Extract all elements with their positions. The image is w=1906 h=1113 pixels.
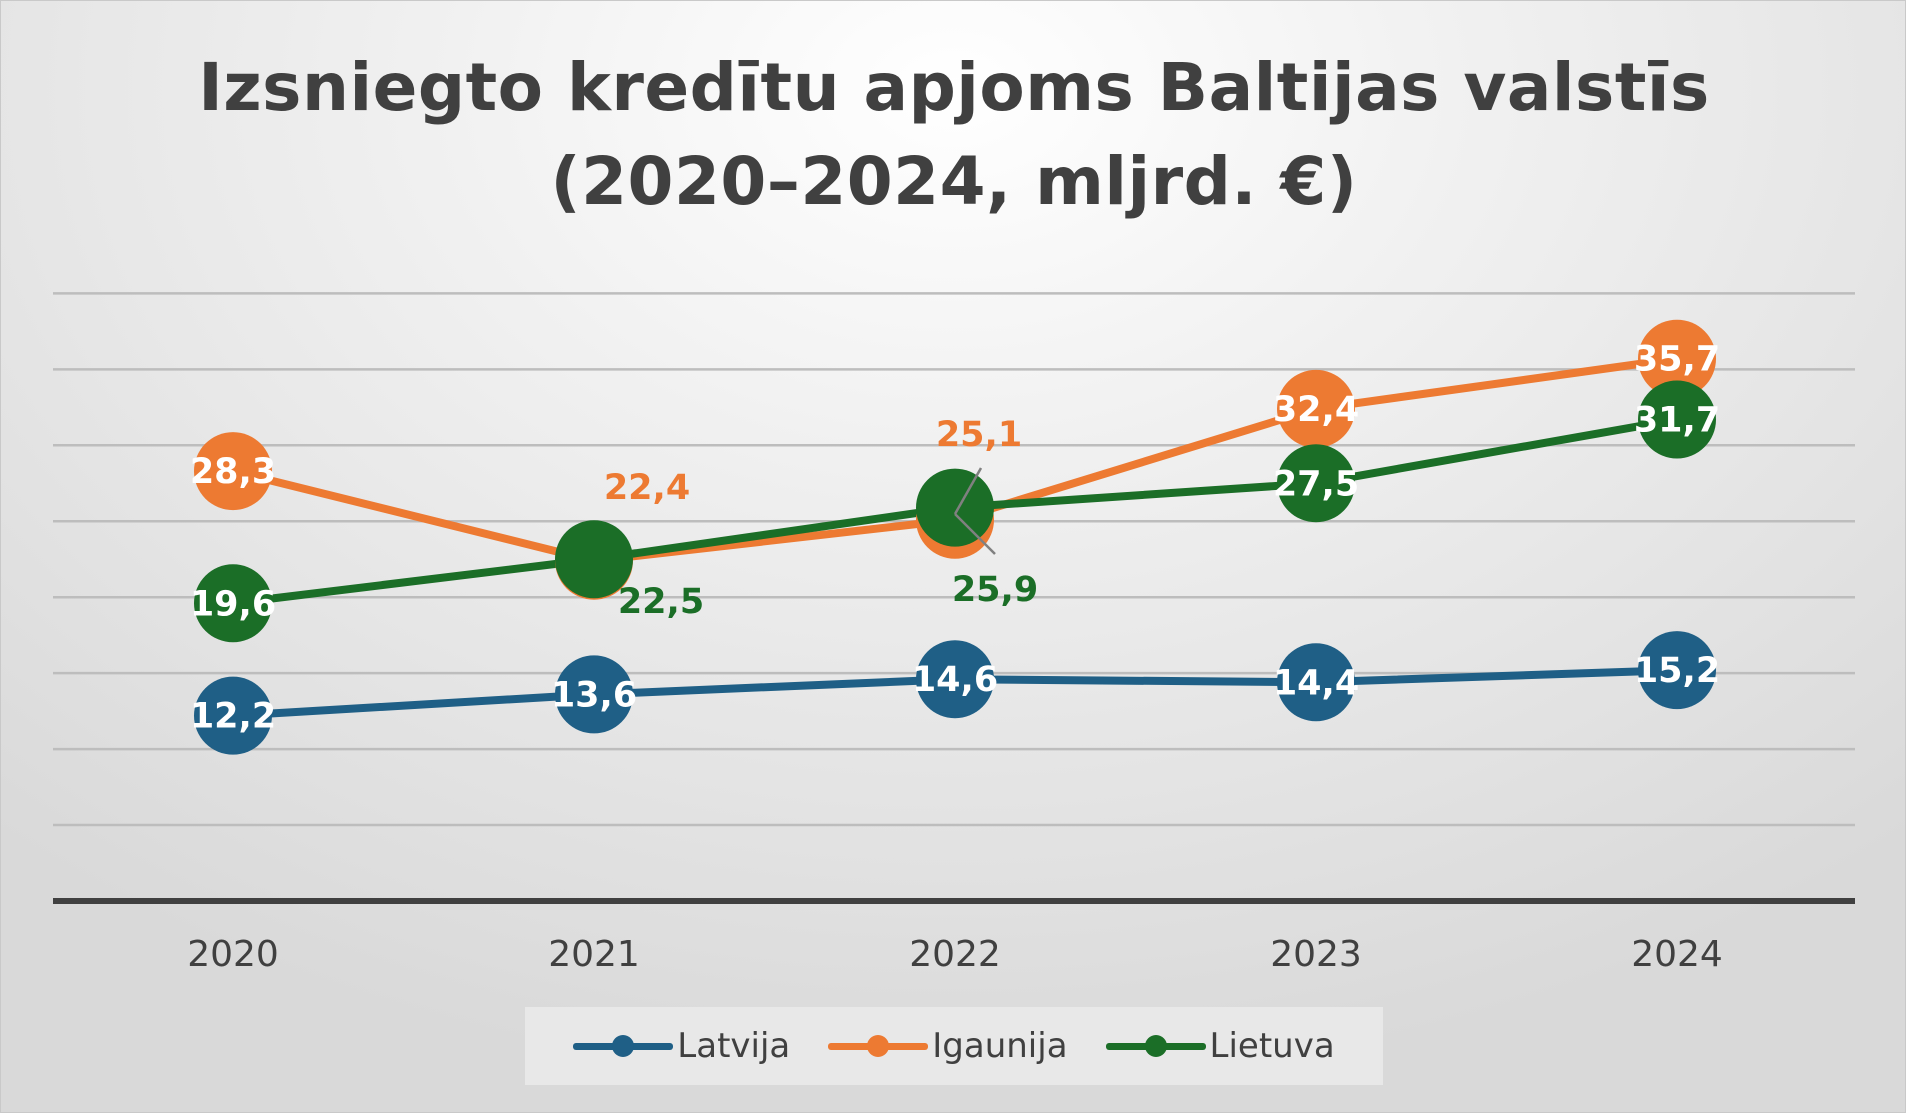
data-label-latvija: 14,6: [912, 660, 998, 700]
legend-item-igaunija: Igaunija: [828, 1026, 1068, 1066]
data-label-lietuva: 27,5: [1273, 464, 1359, 504]
data-marker-latvija: [1277, 643, 1355, 722]
legend-label-latvija: Latvija: [677, 1026, 791, 1066]
data-label-igaunija: 28,3: [190, 452, 276, 492]
chart-title-line-2: (2020–2024, mljrd. €): [550, 143, 1358, 220]
data-marker-latvija: [555, 655, 633, 734]
legend-marker-lietuva: [1105, 1035, 1206, 1057]
x-tick-label: 2022: [909, 934, 1001, 975]
legend: Latvija Igaunija Lietuva: [525, 1007, 1383, 1085]
data-marker-igaunija: [1277, 369, 1355, 448]
data-label-lietuva: 31,7: [1634, 400, 1720, 440]
data-label-latvija: 13,6: [551, 675, 637, 715]
legend-label-igaunija: Igaunija: [932, 1026, 1068, 1066]
plot-area: 2020 2021 2022 2023 2024 12,2 13,6 14,6 14,4 15,2…: [53, 292, 1855, 975]
data-marker-igaunija: [194, 432, 272, 511]
data-marker-lietuva: [555, 520, 633, 599]
data-marker-lietuva: [1638, 380, 1716, 459]
data-label-lietuva: 25,9: [952, 570, 1038, 610]
legend-item-latvija: Latvija: [573, 1026, 790, 1066]
data-marker-lietuva: [1277, 444, 1355, 523]
x-tick-label: 2020: [187, 934, 279, 975]
x-tick-label: 2023: [1270, 934, 1362, 975]
data-label-igaunija: 25,1: [936, 415, 1022, 455]
data-label-lietuva: 19,6: [190, 584, 276, 624]
x-tick-label: 2021: [548, 934, 640, 975]
legend-marker-igaunija: [828, 1035, 929, 1057]
data-label-igaunija: 35,7: [1634, 340, 1720, 380]
data-marker-igaunija: [1638, 319, 1716, 398]
data-label-igaunija: 22,4: [604, 468, 690, 508]
leader-line: [954, 513, 996, 555]
data-label-igaunija: 32,4: [1273, 390, 1359, 430]
data-label-latvija: 14,4: [1273, 663, 1359, 703]
leader-line: [953, 467, 983, 515]
x-tick-label: 2024: [1631, 934, 1723, 975]
legend-label-lietuva: Lietuva: [1209, 1026, 1335, 1066]
legend-marker-latvija: [573, 1035, 674, 1057]
data-label-lietuva: 22,5: [618, 582, 704, 622]
data-marker-latvija: [1638, 631, 1716, 710]
chart-title: Izsniegto kredītu apjoms Baltijas valstī…: [101, 41, 1807, 229]
data-marker-latvija: [194, 676, 272, 755]
data-marker-lietuva: [916, 468, 994, 547]
data-label-latvija: 12,2: [190, 697, 276, 737]
data-marker-latvija: [916, 640, 994, 719]
data-label-latvija: 15,2: [1634, 651, 1720, 691]
data-marker-lietuva: [194, 564, 272, 643]
legend-item-lietuva: Lietuva: [1105, 1026, 1335, 1066]
chart-title-line-1: Izsniegto kredītu apjoms Baltijas valstī…: [198, 49, 1710, 126]
